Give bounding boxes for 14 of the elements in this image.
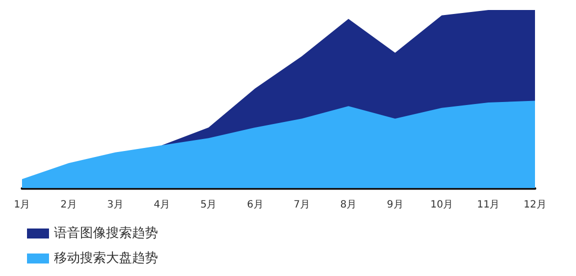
x-tick-label: 3月 [107, 200, 124, 210]
x-tick-label: 1月 [14, 200, 30, 210]
x-tick-label: 6月 [246, 200, 264, 210]
x-tick-label: 7月 [294, 200, 310, 210]
legend-label: 移动搜索大盘趋势 [54, 251, 158, 266]
x-tick-label: 9月 [386, 200, 404, 210]
x-tick-label: 10月 [430, 200, 454, 210]
x-tick-label: 12月 [524, 200, 546, 210]
x-tick-label: 4月 [154, 200, 170, 210]
x-tick-label: 11月 [476, 200, 500, 210]
x-tick-label: 2月 [60, 200, 77, 210]
x-tick-label: 5月 [200, 200, 217, 210]
x-tick-label: 8月 [340, 200, 357, 210]
legend-label: 语音图像搜索趋势 [54, 226, 158, 241]
